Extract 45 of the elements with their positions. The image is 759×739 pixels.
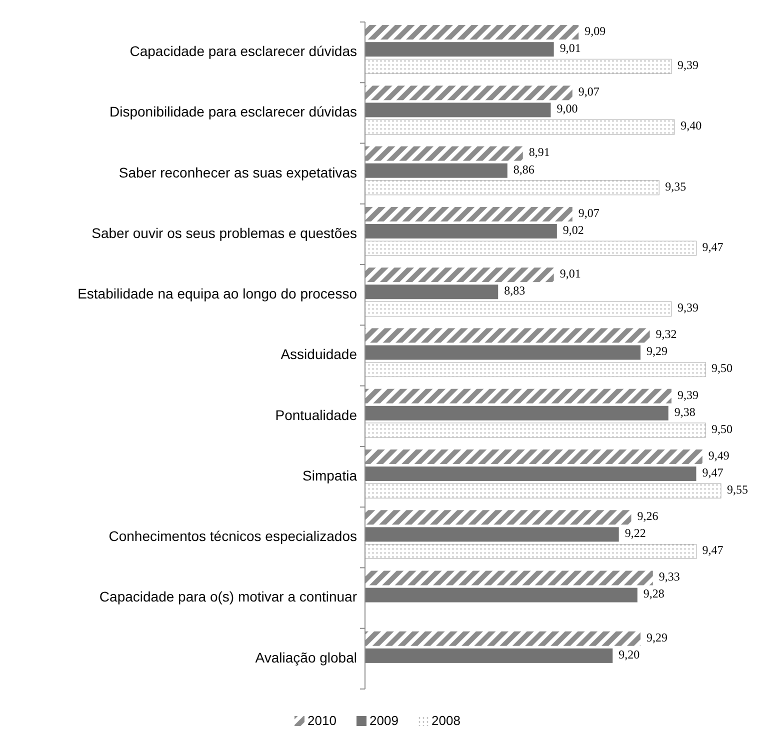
data-label: 9,32 [656,327,677,342]
data-label: 9,09 [584,24,606,38]
legend-label: 2010 [308,713,336,728]
y-tick-label: Disponibilidade para esclarecer dúvidas [110,104,357,120]
data-label: 9,02 [562,222,584,237]
y-tick-label: Capacidade para esclarecer dúvidas [130,43,357,60]
data-label: 9,29 [646,630,668,644]
data-label: 9,47 [702,465,724,480]
data-label: 9,39 [677,388,698,402]
data-label: 9,26 [637,509,658,524]
data-label: 9,38 [674,404,696,419]
data-label: 9,50 [712,361,733,376]
data-label: 9,07 [578,206,600,220]
data-label: 8,91 [528,145,550,160]
data-label: 9,35 [665,179,686,194]
data-label: 9,40 [680,118,702,133]
data-label: 9,39 [677,58,698,72]
data-label: 9,07 [578,84,600,99]
legend-label: 2008 [432,713,460,728]
y-tick-label: Conhecimentos técnicos especializados [108,528,357,544]
data-label: 9,01 [560,266,581,280]
y-tick-label: Simpatia [302,467,358,484]
data-label: 9,50 [712,422,733,436]
data-label: 9,33 [658,570,680,584]
y-tick-label: Saber ouvir os seus problemas e questões [92,224,357,241]
data-label: 9,39 [677,300,698,315]
data-label: 9,22 [624,526,646,540]
y-tick-label: Avaliação global [255,649,357,666]
y-tick-label: Pontualidade [275,406,358,423]
data-label: 9,55 [727,482,748,497]
y-tick-label: Capacidade para o(s) motivar a continuar [99,588,358,605]
data-label: 9,29 [646,344,668,358]
data-label: 8,83 [504,284,526,298]
y-tick-label: Saber reconhecer as suas expetativas [118,164,357,180]
data-label: 9,28 [643,586,664,601]
data-label: 9,01 [560,41,581,55]
y-tick-label: Estabilidade na equipa ao longo do processo [78,286,358,302]
y-tick-label: Assiduidade [280,346,358,362]
data-label: 8,86 [513,162,534,176]
data-label: 9,00 [556,102,578,116]
data-label: 9,47 [702,240,724,254]
data-label: 9,20 [618,647,640,662]
data-label: 9,47 [702,543,724,558]
legend-label: 2009 [370,713,398,728]
data-label: 9,49 [708,448,730,462]
